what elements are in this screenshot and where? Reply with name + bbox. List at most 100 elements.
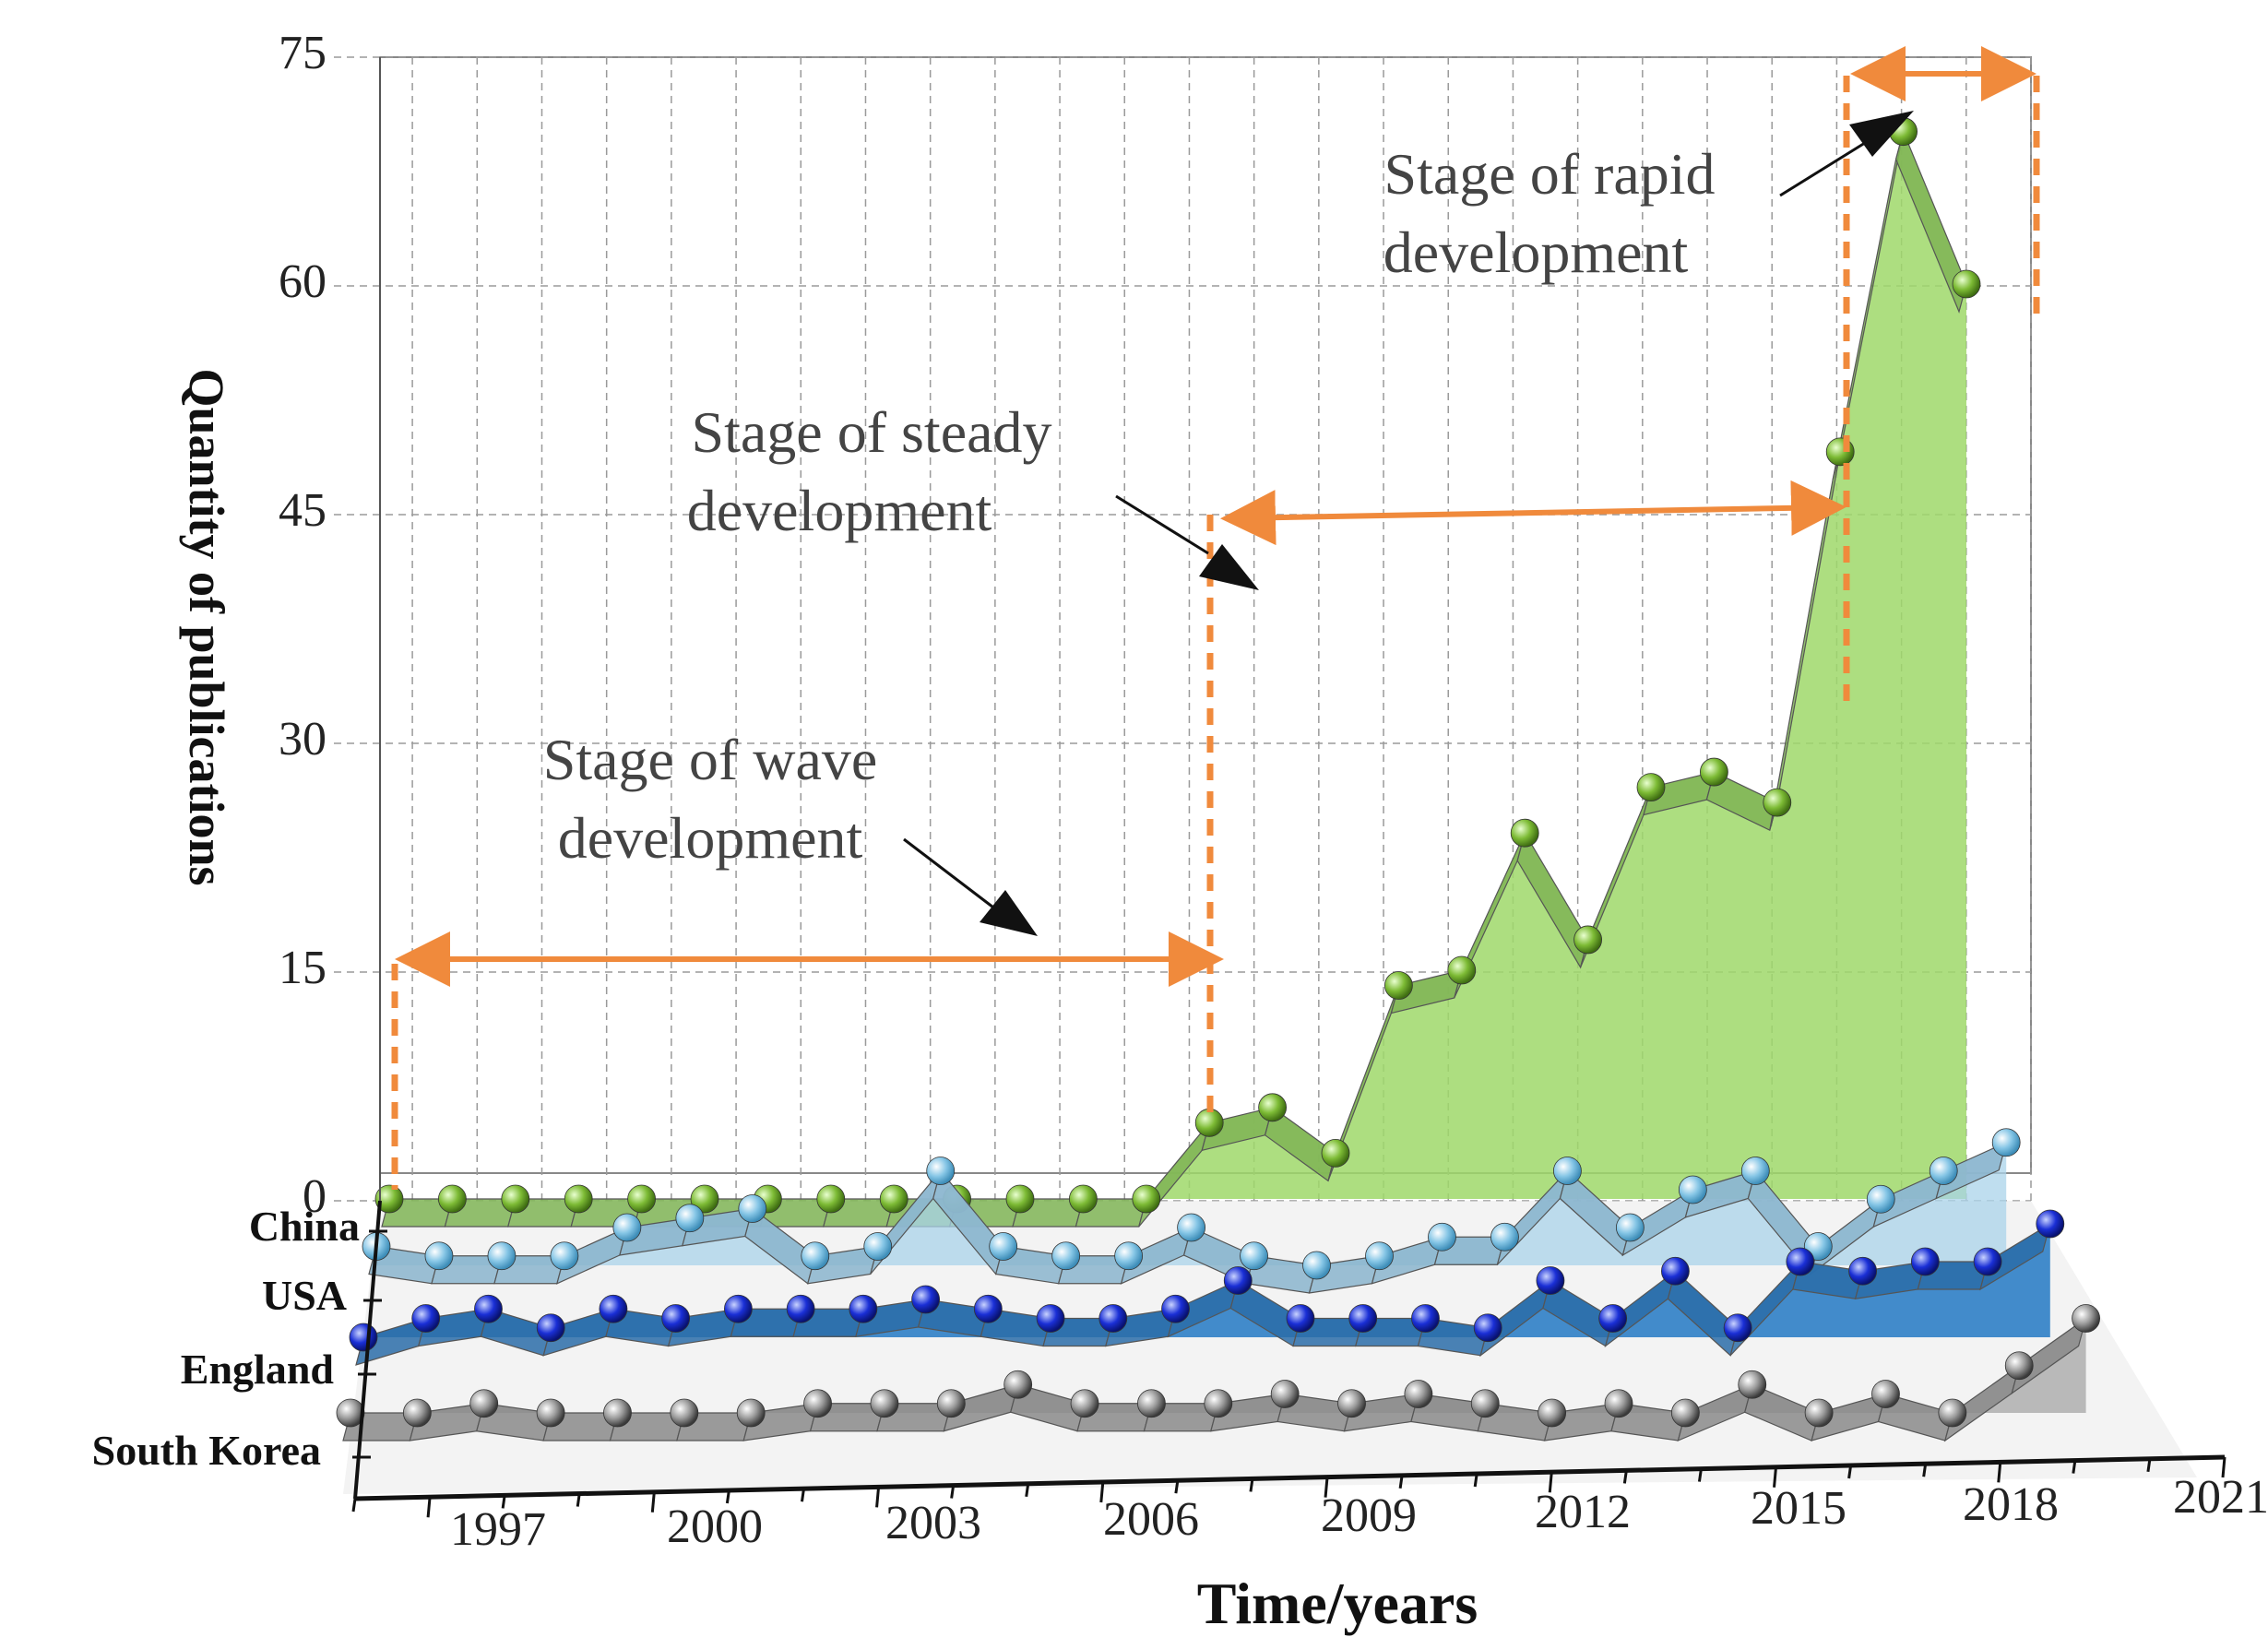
point-usa-9 (926, 1157, 956, 1185)
x-tick-mark (2072, 1460, 2077, 1474)
series-south-korea (336, 1304, 2101, 1442)
point-china-22 (1763, 788, 1792, 817)
point-usa-2 (487, 1241, 517, 1271)
point-south-korea-21 (1738, 1370, 1767, 1399)
y-tick-30: 30 (279, 713, 327, 765)
point-england-19 (1536, 1266, 1565, 1295)
point-england-9 (911, 1285, 940, 1314)
depth-axis-line (353, 1200, 382, 1500)
point-usa-24 (1866, 1184, 1895, 1214)
point-england-22 (1723, 1313, 1752, 1343)
point-south-korea-19 (1604, 1389, 1633, 1418)
point-usa-17 (1428, 1222, 1456, 1252)
point-england-11 (1036, 1304, 1065, 1333)
ribbon-segment (2011, 1317, 2087, 1395)
point-usa-16 (1365, 1241, 1394, 1271)
x-tick-mark (800, 1488, 805, 1502)
point-china-19 (1573, 925, 1602, 955)
point-china-18 (1510, 818, 1539, 848)
point-south-korea-14 (1270, 1380, 1300, 1408)
wave-pointer-head (980, 890, 1038, 936)
point-england-6 (724, 1294, 753, 1323)
steady-stage-label-line1: Stage of steady (692, 399, 1052, 465)
point-england-4 (599, 1294, 628, 1323)
x-axis-title: Time/years (1197, 1571, 1478, 1636)
point-china-12 (1132, 1184, 1161, 1214)
point-usa-6 (738, 1194, 767, 1223)
x-tick-mark (1099, 1481, 1105, 1503)
point-usa-20 (1615, 1213, 1645, 1242)
point-england-27 (2036, 1209, 2065, 1239)
series-label-china: China (249, 1203, 360, 1250)
point-usa-19 (1553, 1157, 1582, 1185)
x-tick-mark (1847, 1465, 1853, 1479)
point-usa-21 (1678, 1175, 1707, 1204)
series-usa (362, 1128, 2021, 1294)
y-tick-60: 60 (279, 255, 327, 308)
point-south-korea-3 (536, 1398, 565, 1428)
point-south-korea-10 (1003, 1370, 1033, 1399)
point-england-1 (411, 1304, 441, 1333)
point-south-korea-7 (803, 1389, 832, 1418)
series-china (374, 117, 1981, 1228)
point-china-16 (1384, 971, 1413, 1000)
x-tick-mark (1922, 1463, 1928, 1477)
point-usa-15 (1302, 1251, 1331, 1280)
point-china-13 (1194, 1108, 1224, 1137)
point-south-korea-4 (603, 1398, 632, 1428)
point-south-korea-6 (736, 1398, 766, 1428)
point-china-5 (690, 1184, 719, 1214)
point-south-korea-24 (1938, 1398, 1967, 1428)
point-south-korea-11 (1070, 1389, 1099, 1418)
point-south-korea-20 (1670, 1398, 1700, 1428)
steady-pointer-head (1199, 544, 1259, 590)
x-tick-2018: 2018 (1963, 1478, 2059, 1531)
y-tick-0: 0 (303, 1170, 327, 1223)
x-tick-2003: 2003 (885, 1497, 981, 1549)
x-tick-mark (1398, 1475, 1404, 1489)
point-china-20 (1636, 773, 1666, 801)
x-tick-mark (1997, 1462, 2002, 1483)
point-england-20 (1598, 1304, 1628, 1333)
point-south-korea-12 (1137, 1389, 1166, 1418)
x-tick-2009: 2009 (1321, 1489, 1417, 1542)
x-tick-mark (501, 1495, 506, 1509)
ribbon-segment (1935, 1141, 2008, 1200)
point-south-korea-2 (469, 1389, 499, 1418)
rapid-pointer-head (1849, 111, 1914, 157)
point-south-korea-18 (1538, 1398, 1567, 1428)
steady-pointer-line (1115, 494, 1209, 555)
point-south-korea-25 (2004, 1351, 2034, 1381)
point-south-korea-1 (402, 1398, 432, 1428)
point-china-1 (437, 1184, 467, 1214)
wave-stage-label-line1: Stage of wave (543, 727, 878, 792)
wave-stage-label-line2: development (558, 805, 863, 871)
ribbon-segment (1979, 1222, 2051, 1291)
point-england-16 (1348, 1304, 1378, 1333)
point-south-korea-16 (1404, 1380, 1433, 1408)
x-tick-mark (1622, 1470, 1628, 1484)
point-england-3 (536, 1313, 565, 1343)
point-england-2 (474, 1294, 503, 1323)
area-china (389, 131, 1966, 1200)
series-england (349, 1209, 2065, 1366)
point-china-7 (816, 1184, 846, 1214)
point-england-8 (849, 1294, 878, 1323)
point-south-korea-13 (1204, 1389, 1233, 1418)
series-label-usa: USA (262, 1272, 347, 1319)
point-england-18 (1473, 1313, 1502, 1343)
point-usa-8 (863, 1232, 893, 1261)
point-england-21 (1661, 1256, 1690, 1286)
point-usa-3 (550, 1241, 579, 1271)
point-china-8 (879, 1184, 908, 1214)
x-tick-mark (1548, 1472, 1553, 1493)
point-south-korea-23 (1871, 1380, 1900, 1408)
point-china-14 (1258, 1093, 1287, 1122)
point-china-15 (1321, 1139, 1350, 1168)
point-south-korea-5 (670, 1398, 699, 1428)
x-tick-mark (950, 1485, 956, 1499)
stage-annotations: Stage of wave development Stage of stead… (391, 46, 2040, 1190)
point-usa-14 (1240, 1241, 1268, 1271)
rapid-pointer-line (1779, 136, 1873, 197)
point-england-0 (349, 1323, 378, 1352)
